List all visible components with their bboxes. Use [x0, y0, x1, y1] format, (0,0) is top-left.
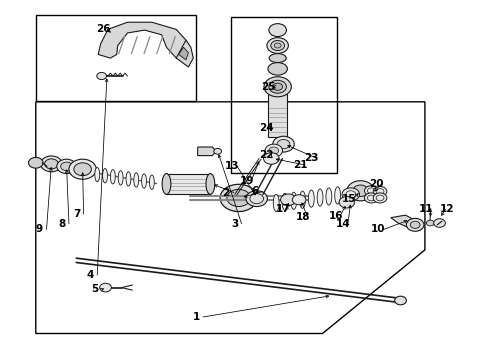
Text: 3: 3: [230, 219, 238, 229]
Ellipse shape: [205, 174, 214, 194]
Ellipse shape: [317, 189, 323, 206]
Polygon shape: [176, 40, 193, 67]
Circle shape: [69, 159, 96, 179]
Circle shape: [28, 157, 43, 168]
Text: 23: 23: [304, 153, 318, 163]
Ellipse shape: [273, 194, 279, 212]
Circle shape: [97, 72, 106, 80]
Ellipse shape: [290, 192, 296, 210]
Circle shape: [409, 221, 419, 228]
Circle shape: [57, 159, 76, 174]
Text: 14: 14: [335, 219, 350, 229]
Ellipse shape: [267, 63, 287, 75]
Text: 19: 19: [239, 176, 253, 186]
Ellipse shape: [134, 173, 139, 187]
Ellipse shape: [142, 174, 146, 188]
Circle shape: [245, 191, 267, 207]
Circle shape: [44, 159, 58, 169]
Text: 6: 6: [251, 186, 259, 197]
Circle shape: [346, 181, 373, 201]
Circle shape: [341, 188, 359, 201]
Circle shape: [352, 185, 367, 197]
Ellipse shape: [308, 190, 314, 207]
Ellipse shape: [110, 170, 115, 184]
Ellipse shape: [162, 174, 170, 194]
Circle shape: [272, 83, 282, 90]
Text: 13: 13: [224, 161, 239, 171]
Ellipse shape: [268, 54, 285, 63]
Circle shape: [100, 283, 111, 292]
Circle shape: [266, 38, 288, 53]
Circle shape: [364, 193, 377, 203]
Text: 4: 4: [86, 270, 93, 280]
Circle shape: [433, 219, 445, 227]
Circle shape: [364, 186, 377, 196]
Circle shape: [264, 144, 282, 157]
Circle shape: [264, 77, 291, 97]
Ellipse shape: [126, 172, 131, 186]
Ellipse shape: [95, 167, 100, 182]
Circle shape: [268, 80, 286, 93]
Text: 21: 21: [293, 160, 307, 170]
Text: 16: 16: [328, 211, 342, 221]
Text: 7: 7: [73, 209, 80, 219]
Text: 15: 15: [341, 194, 356, 204]
Circle shape: [220, 184, 257, 212]
Bar: [166, 174, 210, 194]
Text: 12: 12: [439, 204, 453, 215]
Circle shape: [277, 139, 289, 149]
Circle shape: [272, 136, 294, 152]
Circle shape: [338, 197, 354, 208]
Polygon shape: [178, 47, 188, 60]
Ellipse shape: [118, 171, 123, 185]
Text: 5: 5: [91, 284, 98, 294]
Circle shape: [226, 189, 250, 207]
Ellipse shape: [102, 168, 107, 183]
Ellipse shape: [149, 175, 154, 189]
Ellipse shape: [325, 188, 331, 205]
Circle shape: [268, 24, 286, 37]
Polygon shape: [390, 215, 417, 228]
Circle shape: [263, 153, 279, 164]
Circle shape: [268, 147, 278, 154]
Text: 24: 24: [259, 123, 273, 133]
Circle shape: [372, 186, 386, 197]
Ellipse shape: [282, 193, 287, 211]
Text: 18: 18: [295, 212, 309, 221]
Circle shape: [426, 220, 433, 226]
Polygon shape: [197, 147, 216, 156]
Circle shape: [41, 156, 62, 172]
Text: 11: 11: [418, 204, 433, 215]
Text: 22: 22: [259, 150, 273, 160]
Circle shape: [372, 193, 386, 203]
Text: 20: 20: [368, 179, 383, 189]
Circle shape: [213, 148, 221, 154]
Text: 1: 1: [193, 312, 200, 322]
Text: 9: 9: [36, 225, 43, 234]
Circle shape: [292, 195, 305, 205]
Text: 25: 25: [261, 82, 276, 92]
Text: 2: 2: [222, 188, 229, 198]
Circle shape: [280, 194, 296, 206]
Text: 10: 10: [370, 225, 385, 234]
Text: 8: 8: [58, 219, 65, 229]
Circle shape: [274, 43, 281, 48]
Ellipse shape: [334, 187, 340, 204]
Text: 17: 17: [276, 204, 290, 215]
Bar: [267, 94, 287, 137]
Circle shape: [61, 162, 72, 171]
Polygon shape: [98, 22, 185, 58]
Circle shape: [270, 41, 284, 50]
Circle shape: [394, 296, 406, 305]
Text: 26: 26: [96, 24, 110, 35]
Circle shape: [74, 163, 91, 176]
Circle shape: [406, 219, 423, 231]
Ellipse shape: [299, 191, 305, 208]
